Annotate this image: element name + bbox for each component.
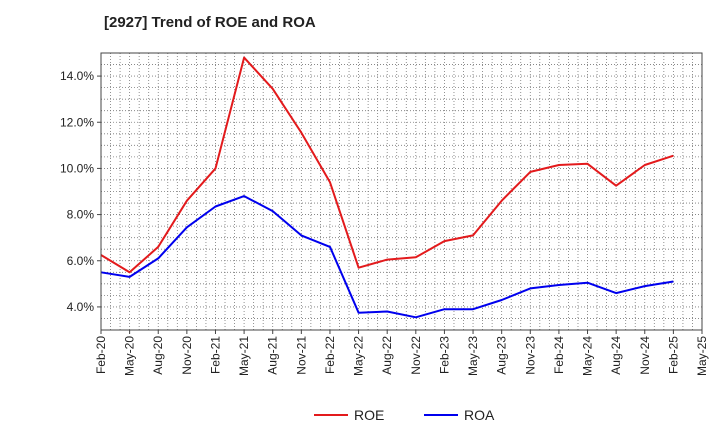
legend-label-roa: ROA [464,407,495,423]
series-lines [100,56,674,319]
x-tick-label: Nov-22 [409,336,423,375]
y-tick-label: 8.0% [67,208,95,222]
series-line-roa [100,195,674,319]
grid-lines [101,53,702,330]
x-tick-label: May-24 [581,336,595,376]
y-tick-label: 12.0% [60,115,94,129]
y-tick-label: 6.0% [67,254,95,268]
x-tick-label: Aug-21 [266,336,280,375]
y-tick-label: 14.0% [60,69,94,83]
y-axis-tick-labels: 4.0% 6.0% 8.0% 10.0% 12.0% 14.0% [60,69,101,314]
x-tick-label: May-22 [352,336,366,376]
y-tick-label: 10.0% [60,161,94,175]
x-tick-label: Feb-25 [666,336,680,374]
x-tick-label: Nov-23 [523,336,537,375]
x-tick-label: Feb-24 [552,336,566,374]
x-tick-label: May-21 [237,336,251,376]
x-tick-label: Nov-20 [180,336,194,375]
x-tick-label: Aug-20 [151,336,165,375]
x-tick-label: Feb-21 [208,336,222,374]
chart-title: [2927] Trend of ROE and ROA [104,14,316,31]
x-tick-label: Feb-22 [323,336,337,374]
x-tick-label: Nov-24 [638,336,652,375]
x-tick-label: May-23 [466,336,480,376]
x-tick-label: Feb-23 [437,336,451,374]
x-tick-label: May-20 [123,336,137,376]
y-tick-label: 4.0% [67,300,95,314]
legend: ROE ROA [314,407,495,423]
plot-frame [100,52,703,331]
x-tick-label: Feb-20 [94,336,108,374]
series-line-roe [100,56,674,274]
x-tick-label: May-25 [695,336,709,376]
x-tick-label: Aug-23 [495,336,509,375]
x-tick-label: Aug-24 [609,336,623,375]
x-axis-tick-labels: Feb-20 May-20 Aug-20 Nov-20 Feb-21 May-21 Aug-… [94,330,709,376]
x-tick-label: Aug-22 [380,336,394,375]
x-tick-label: Nov-21 [294,336,308,375]
legend-label-roe: ROE [354,407,384,423]
